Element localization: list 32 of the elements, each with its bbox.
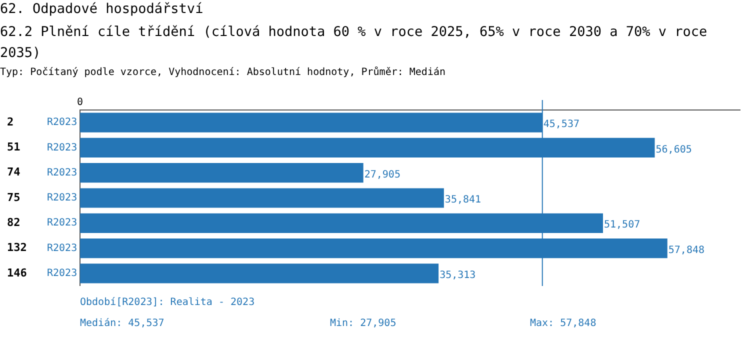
data-label: 56,605 — [656, 144, 692, 156]
text: R2023 — [47, 218, 78, 229]
y-tick-label: 51 — [7, 140, 21, 154]
data-label: 57,848 — [668, 244, 705, 256]
y-tick-label: 132 — [7, 241, 27, 254]
text: Max: 57,848 — [530, 318, 596, 329]
data-label: 51,507 — [604, 220, 640, 231]
text: Medián: 45,537 — [80, 318, 164, 329]
data-label: 35,841 — [444, 194, 482, 206]
text: Typ: Počítaný podle vzorce, Vyhodnocení: Absolutní hodnoty, Průměr: Medián — [0, 67, 446, 78]
bar — [80, 188, 444, 208]
y-tick-label: 2 — [7, 115, 14, 128]
bar — [80, 163, 364, 183]
text: R2023 — [47, 242, 78, 254]
y-tick-label: 75 — [7, 190, 20, 204]
text: R2023 — [47, 192, 78, 204]
data-label: 35,313 — [440, 270, 476, 282]
series-label: R2023 — [47, 117, 78, 128]
data-label: 45,537 — [543, 119, 580, 130]
y-tick-label: 146 — [7, 266, 28, 280]
bar — [80, 264, 439, 284]
text: R2023 — [47, 167, 78, 178]
y-tick-label: 74 — [7, 166, 21, 179]
chart-title: 62. Odpadové hospodářství — [0, 1, 204, 17]
text: Období[R2023]: Realita - 2023 — [80, 297, 255, 308]
text: R2023 — [47, 142, 78, 154]
data-label: 27,905 — [364, 169, 400, 180]
chart-subtitle: 62.2 Plnění cíle třídění (cílová hodnota 60 % v roce 2025, 65% v roce 2030 a 70% v roce 2035) — [0, 23, 708, 63]
text: R2023 — [47, 268, 78, 280]
text: Min: 27,905 — [330, 318, 396, 329]
y-tick-label: 82 — [7, 216, 20, 229]
annotation: 0 — [77, 97, 84, 108]
